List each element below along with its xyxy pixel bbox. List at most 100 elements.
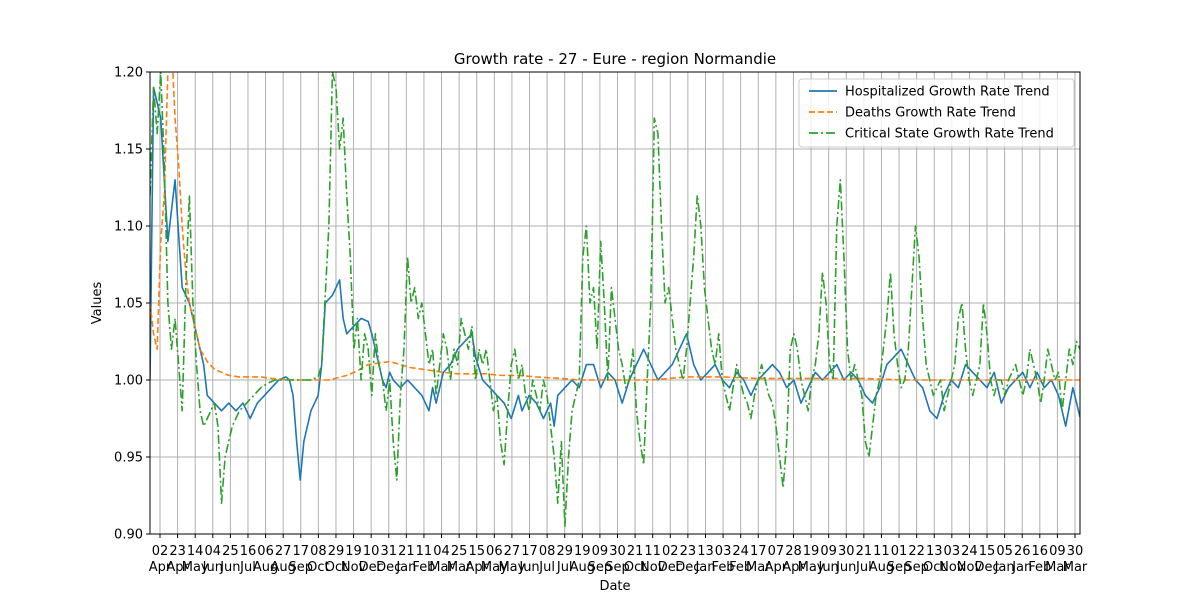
x-tick-month: Jun xyxy=(835,560,856,575)
x-tick-day: 07 xyxy=(768,544,785,559)
x-tick-day: 25 xyxy=(222,544,239,559)
x-tick-month: Oct xyxy=(624,560,646,575)
x-tick-month: Mar xyxy=(1045,560,1070,575)
x-tick-day: 11 xyxy=(873,544,890,559)
x-tick-month: Aug xyxy=(869,560,894,575)
legend-box xyxy=(798,78,1075,148)
x-tick-month: Dec xyxy=(675,560,700,575)
x-tick-month: Jun xyxy=(202,560,223,575)
x-tick-day: 27 xyxy=(504,544,521,559)
x-tick-day: 13 xyxy=(697,544,714,559)
chart-title: Growth rate - 27 - Eure - region Normand… xyxy=(454,50,776,68)
x-tick-day: 19 xyxy=(574,544,591,559)
x-tick-month: Oct xyxy=(325,560,347,575)
x-tick-month: Oct xyxy=(307,560,329,575)
x-tick-month: Oct xyxy=(923,560,945,575)
x-tick-day: 09 xyxy=(820,544,837,559)
x-tick-day: 29 xyxy=(556,544,573,559)
x-tick-month: Sep xyxy=(605,560,630,575)
y-axis-title: Values xyxy=(90,282,105,325)
x-tick-day: 17 xyxy=(750,544,767,559)
x-tick-month: Sep xyxy=(588,560,613,575)
x-tick-month: Mar xyxy=(447,560,472,575)
x-tick-month: Aug xyxy=(570,560,595,575)
x-tick-month: Feb xyxy=(412,560,435,575)
x-tick-day: 03 xyxy=(944,544,961,559)
x-tick-day: 23 xyxy=(680,544,697,559)
x-tick-day: 19 xyxy=(803,544,820,559)
x-tick-month: Jan xyxy=(395,560,416,575)
x-tick-month: Dec xyxy=(359,560,384,575)
x-tick-day: 04 xyxy=(205,544,222,559)
y-tick-label: 1.15 xyxy=(114,143,143,158)
x-tick-day: 02 xyxy=(152,544,169,559)
x-tick-day: 08 xyxy=(539,544,556,559)
x-tick-month: Apr xyxy=(765,560,788,575)
x-tick-day: 21 xyxy=(398,544,415,559)
x-tick-month: Jan xyxy=(694,560,715,575)
x-tick-month: Apr xyxy=(149,560,172,575)
x-tick-month: Jan xyxy=(994,560,1015,575)
x-tick-month: Jul xyxy=(538,560,555,575)
x-tick-month: Nov xyxy=(939,560,965,575)
y-tick-label: 1.00 xyxy=(114,374,143,389)
y-tick-label: 1.10 xyxy=(114,220,143,235)
x-tick-month: Apr xyxy=(166,560,189,575)
x-tick-day: 23 xyxy=(169,544,186,559)
x-axis-title: Date xyxy=(599,579,630,594)
y-axis-ticks: 0.90 0.95 1.00 1.05 1.10 1.15 1.20 xyxy=(114,66,150,543)
x-tick-day: 24 xyxy=(732,544,749,559)
legend-label-2: Critical State Growth Rate Trend xyxy=(845,127,1054,142)
x-tick-month: Jun xyxy=(518,560,539,575)
x-tick-day: 30 xyxy=(609,544,626,559)
x-tick-month: May xyxy=(498,560,525,575)
series-lines xyxy=(150,72,1080,528)
x-tick-month: Nov xyxy=(640,560,666,575)
x-tick-month: Nov xyxy=(957,560,983,575)
x-tick-day: 19 xyxy=(345,544,362,559)
x-tick-day: 27 xyxy=(275,544,292,559)
legend: Hospitalized Growth Rate Trend Deaths Gro… xyxy=(798,78,1075,148)
x-tick-month: Feb xyxy=(1028,560,1051,575)
x-tick-day: 16 xyxy=(240,544,257,559)
y-tick-label: 0.95 xyxy=(114,451,143,466)
x-tick-day: 15 xyxy=(979,544,996,559)
x-tick-day: 08 xyxy=(310,544,327,559)
series-line-2 xyxy=(150,72,1080,528)
x-tick-day: 14 xyxy=(187,544,204,559)
x-tick-day: 31 xyxy=(380,544,397,559)
x-tick-month: Aug xyxy=(253,560,278,575)
x-tick-month: Jun xyxy=(219,560,240,575)
x-tick-month: Feb xyxy=(729,560,752,575)
x-tick-day: 04 xyxy=(433,544,450,559)
x-tick-month: Sep xyxy=(887,560,912,575)
y-tick-label: 1.05 xyxy=(114,297,143,312)
legend-label-1: Deaths Growth Rate Trend xyxy=(845,106,1016,121)
x-tick-day: 15 xyxy=(468,544,485,559)
x-axis-ticks: 02Apr23Apr14May04Jun25Jun16Jul06Aug27Aug… xyxy=(149,534,1088,575)
x-tick-month: Sep xyxy=(289,560,314,575)
x-tick-day: 16 xyxy=(1032,544,1049,559)
x-tick-month: Mar xyxy=(746,560,771,575)
x-tick-day: 24 xyxy=(961,544,978,559)
x-tick-day: 28 xyxy=(785,544,802,559)
x-tick-day: 02 xyxy=(662,544,679,559)
x-tick-month: Jul xyxy=(239,560,256,575)
x-tick-month: Dec xyxy=(974,560,999,575)
x-tick-day: 25 xyxy=(451,544,468,559)
x-tick-day: 30 xyxy=(1067,544,1084,559)
x-tick-month: Jul xyxy=(855,560,872,575)
x-tick-day: 10 xyxy=(363,544,380,559)
x-tick-month: Apr xyxy=(782,560,805,575)
x-tick-month: Nov xyxy=(341,560,367,575)
x-tick-day: 26 xyxy=(1014,544,1031,559)
x-tick-day: 09 xyxy=(592,544,609,559)
x-tick-day: 06 xyxy=(486,544,503,559)
x-tick-day: 13 xyxy=(926,544,943,559)
x-tick-month: Feb xyxy=(712,560,735,575)
x-tick-day: 29 xyxy=(328,544,345,559)
x-tick-month: Dec xyxy=(376,560,401,575)
x-tick-month: Aug xyxy=(270,560,295,575)
x-tick-day: 11 xyxy=(416,544,433,559)
